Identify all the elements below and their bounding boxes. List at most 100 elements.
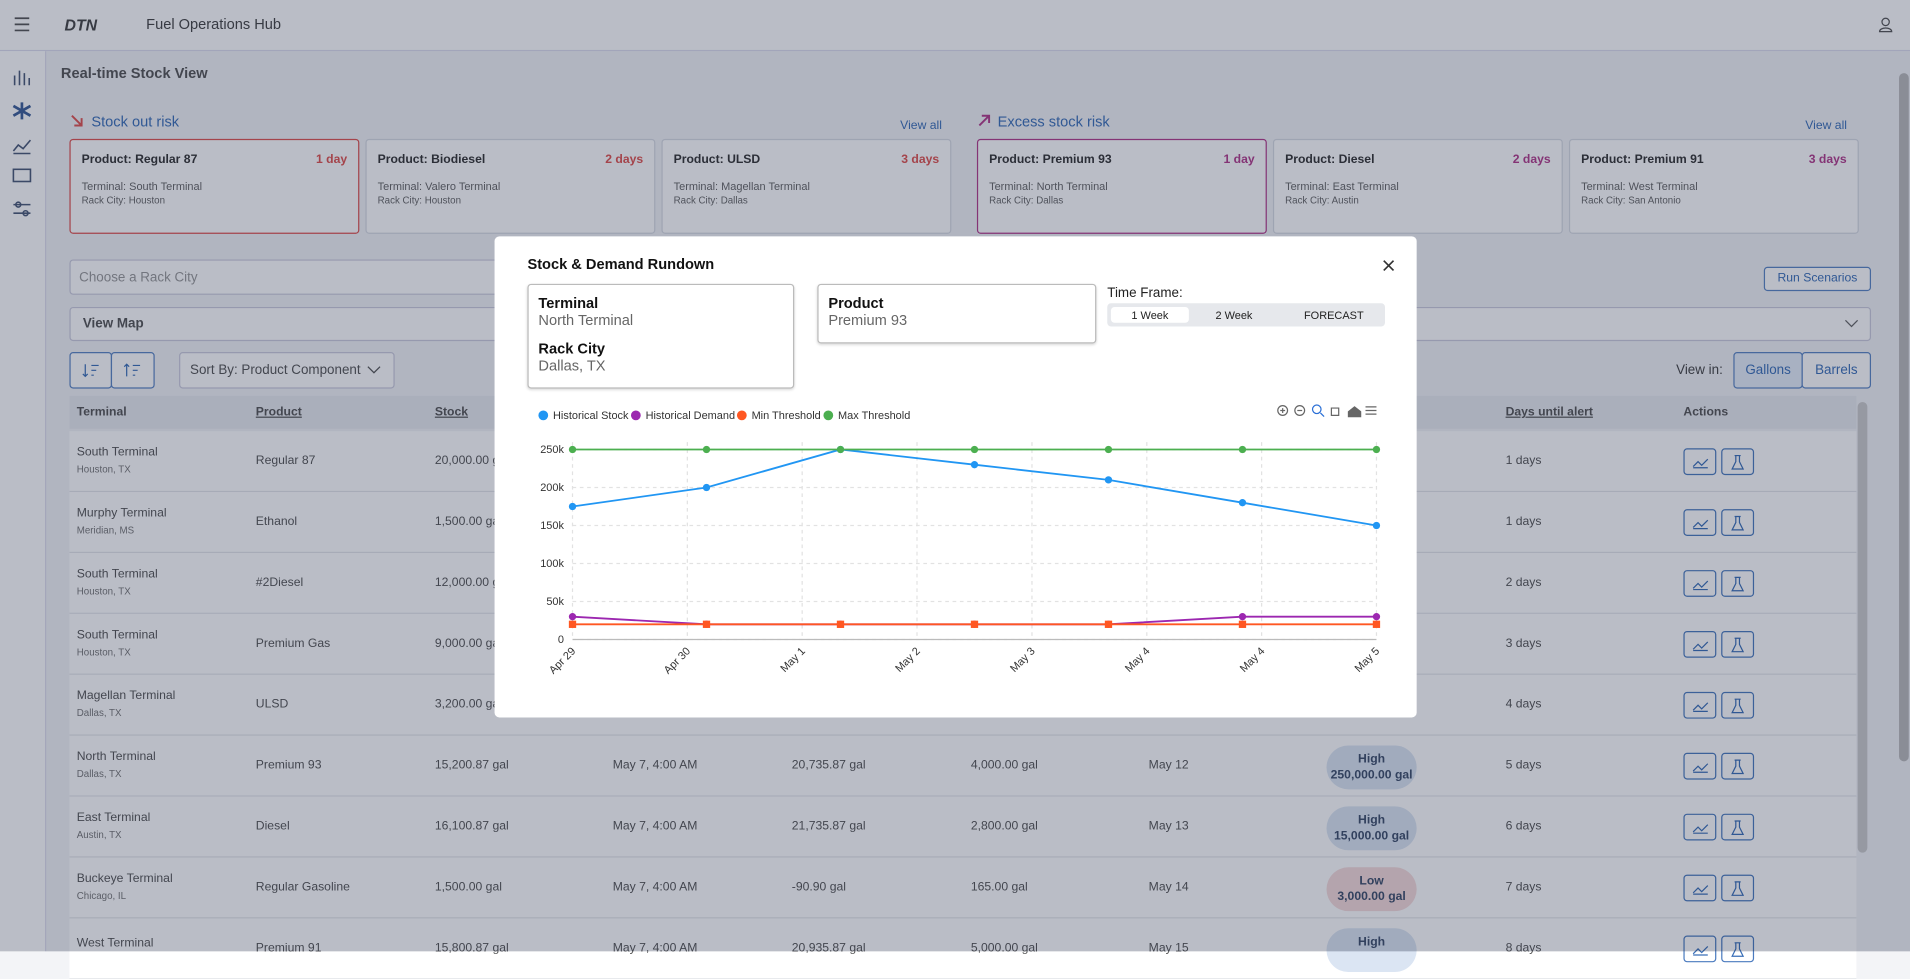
cell-days: 4 days [1505, 697, 1542, 712]
x-tick-label: May 3 [1008, 645, 1038, 675]
cell-days: 7 days [1505, 880, 1542, 895]
table-scrollbar[interactable] [1857, 401, 1868, 853]
rack-city-select[interactable]: Choose a Rack City [69, 259, 506, 295]
chart-button[interactable] [1683, 691, 1717, 719]
run-scenarios-button[interactable]: Run Scenarios [1763, 266, 1872, 292]
point [1238, 613, 1247, 621]
chevron [367, 366, 381, 374]
terminal-name: West Terminal [76, 936, 154, 951]
time-frame-option[interactable]: FORECAST [1303, 309, 1364, 322]
point [1372, 445, 1381, 454]
terminal-name: Buckeye Terminal [76, 872, 173, 886]
chart-button[interactable] [1683, 570, 1717, 597]
y-tick-label: 250k [540, 444, 564, 456]
sort-desc-button[interactable] [110, 352, 155, 389]
sort-asc-button[interactable] [69, 352, 113, 389]
card-city: Rack City: Austin [1285, 194, 1359, 206]
card-days: 3 days [1808, 153, 1847, 167]
legend-label[interactable]: Max Threshold [838, 410, 910, 422]
column-header[interactable]: Product [255, 405, 302, 420]
view-all-link[interactable]: View all [900, 119, 942, 133]
table-row [69, 796, 1857, 858]
cell-product: ULSD [255, 697, 289, 712]
legend-label[interactable]: Historical Stock [553, 410, 629, 422]
time-frame-option[interactable]: 2 Week [1215, 309, 1253, 322]
gallons-toggle[interactable]: Gallons [1733, 352, 1803, 389]
x-tick-label: May 4 [1123, 645, 1153, 675]
chart-button[interactable] [1683, 630, 1717, 658]
cell-product: #2Diesel [255, 576, 304, 590]
cell-stock: 20,000.00 gal [434, 454, 509, 468]
section-title: Stock out risk [91, 113, 180, 131]
cell-product: Regular 87 [255, 454, 316, 468]
cell-date: May 12 [1148, 758, 1189, 773]
view-all-link[interactable]: View all [1805, 119, 1847, 133]
card-days: 1 day [1223, 153, 1255, 167]
menu-icon[interactable] [14, 17, 31, 32]
risk-card[interactable]: Product: Premium 93 1 day Terminal: North … [976, 138, 1267, 234]
nav-icons[interactable] [0, 51, 45, 234]
cell-days: 5 days [1505, 758, 1542, 773]
field-label: Terminal [538, 294, 599, 312]
scenario-button[interactable] [1721, 630, 1755, 658]
scenario-button[interactable] [1721, 448, 1755, 476]
card-terminal: Terminal: North Terminal [989, 180, 1108, 193]
terminal-location: Chicago, IL [76, 890, 127, 902]
risk-card[interactable]: Product: ULSD 3 days Terminal: Magellan Te… [661, 138, 952, 234]
column-header[interactable]: Days until alert [1505, 405, 1593, 420]
cell-stock: 15,200.87 gal [434, 758, 509, 773]
cell-demand: 4,000.00 gal [970, 758, 1038, 773]
modal: Stock & Demand Rundown Terminal North Te… [494, 236, 1417, 718]
cell-projected: 21,735.87 gal [791, 819, 866, 834]
barrels-toggle[interactable]: Barrels [1801, 352, 1872, 389]
scenario-button[interactable] [1721, 570, 1755, 597]
chart-button[interactable] [1683, 448, 1717, 476]
card-terminal: Terminal: Magellan Terminal [673, 180, 810, 193]
field-value: North Terminal [538, 311, 634, 329]
risk-card[interactable]: Product: Regular 87 1 day Terminal: South … [69, 138, 360, 234]
terminal-location: Houston, TX [76, 585, 131, 597]
terminal-location: Houston, TX [76, 464, 131, 476]
terminal-name: South Terminal [76, 567, 158, 582]
product-box: Product Premium 93 [817, 283, 1097, 344]
chart-toolbar[interactable] [1277, 404, 1377, 418]
risk-card[interactable]: Product: Premium 91 3 days Terminal: West … [1568, 138, 1859, 234]
legend-label[interactable]: Historical Demand [646, 410, 735, 422]
column-header[interactable]: Stock [434, 405, 469, 420]
chart-button[interactable] [1683, 874, 1717, 902]
chart-button[interactable] [1683, 509, 1717, 536]
cell-time: May 7, 4:00 AM [612, 819, 698, 834]
scenario-button[interactable] [1721, 813, 1755, 841]
cell-stock: 9,000.00 gal [434, 637, 502, 651]
y-tick-label: 100k [540, 558, 564, 570]
chart-button[interactable] [1683, 813, 1717, 841]
point [702, 483, 711, 492]
risk-card[interactable]: Product: Biodiesel 2 days Terminal: Valero… [365, 138, 656, 234]
scenario-button[interactable] [1721, 509, 1755, 536]
close-button[interactable] [1383, 259, 1395, 272]
point [568, 445, 577, 454]
scenario-button[interactable] [1721, 752, 1755, 780]
point [1238, 499, 1247, 507]
legend-label[interactable]: Min Threshold [752, 410, 821, 422]
scenario-button[interactable] [1721, 874, 1755, 902]
point [702, 620, 711, 628]
excess-icon [978, 114, 991, 127]
time-frame-option[interactable]: 1 Week [1131, 309, 1169, 322]
risk-card[interactable]: Product: Diesel 2 days Terminal: East Term… [1272, 138, 1563, 234]
card-city: Rack City: Houston [377, 194, 462, 206]
card-city: Rack City: San Antonio [1581, 194, 1681, 206]
page-scrollbar[interactable] [1899, 73, 1909, 762]
cell-date: May 13 [1148, 819, 1189, 834]
chart-button[interactable] [1683, 752, 1717, 780]
scenario-button[interactable] [1721, 691, 1755, 719]
point [702, 445, 711, 454]
terminal-location: Meridian, MS [76, 525, 135, 536]
selected-indicator [1110, 306, 1189, 323]
card-terminal: Terminal: Valero Terminal [377, 180, 501, 193]
cell-days: 2 days [1505, 576, 1542, 590]
sort-select[interactable]: Sort By: Product Component [179, 352, 395, 389]
field-value: Dallas, TX [538, 356, 606, 374]
user-icon[interactable] [1878, 17, 1893, 33]
column-header[interactable]: Terminal [76, 405, 127, 420]
